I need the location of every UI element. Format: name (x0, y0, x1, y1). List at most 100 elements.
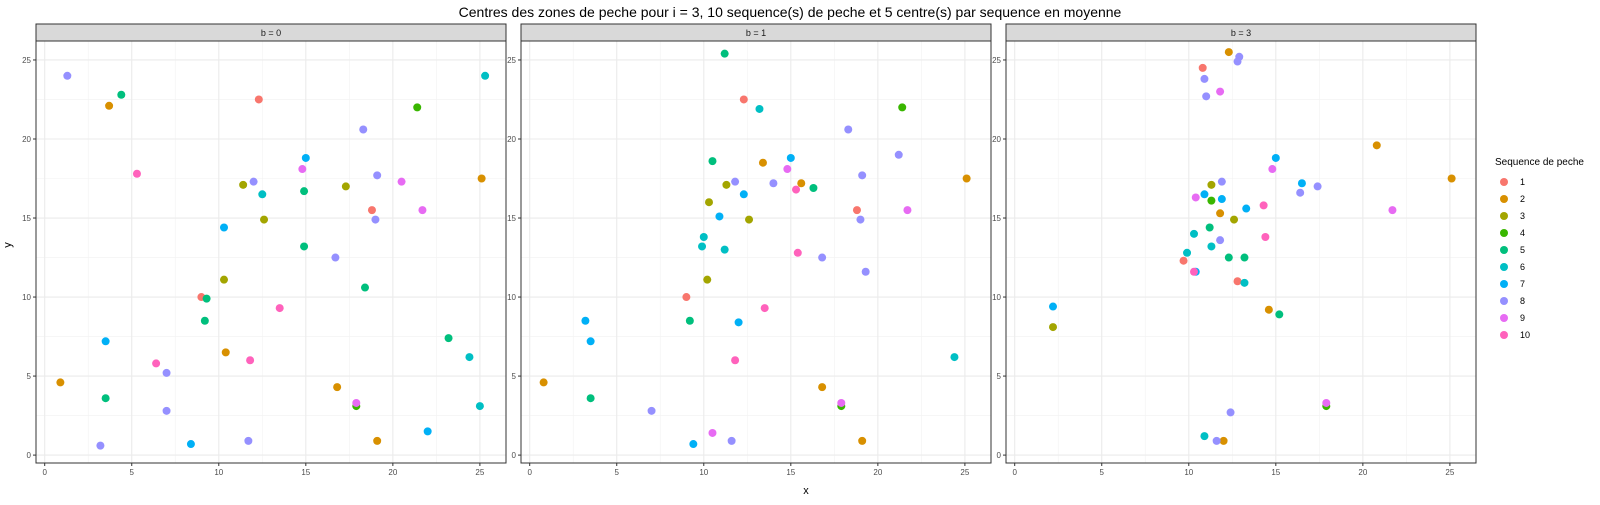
data-point-seq-2 (1219, 436, 1228, 445)
data-point-seq-2 (105, 101, 114, 110)
data-point-seq-5 (200, 316, 209, 325)
data-point-seq-7 (220, 223, 228, 232)
data-point-seq-7 (1297, 179, 1306, 188)
data-point-seq-2 (1224, 48, 1233, 57)
data-point-seq-7 (1217, 195, 1226, 204)
data-point-seq-5 (720, 49, 729, 58)
data-point-seq-8 (1233, 57, 1242, 66)
data-point-seq-2 (333, 383, 342, 392)
data-point-seq-1 (254, 95, 263, 104)
chart-title: Centres des zones de peche pour i = 3, 1… (459, 4, 1122, 20)
x-tick-label: 5 (130, 468, 135, 477)
legend-label: 3 (1520, 211, 1525, 221)
data-points (1049, 48, 1456, 445)
data-point-seq-10 (731, 356, 740, 365)
data-point-seq-8 (844, 125, 853, 134)
data-point-seq-5 (300, 242, 309, 251)
data-point-seq-2 (962, 174, 971, 183)
plot-area (521, 41, 991, 463)
y-tick-label: 10 (992, 293, 1001, 302)
data-point-seq-6 (1190, 229, 1198, 238)
data-point-seq-6 (698, 242, 707, 251)
legend-item-5: 5 (1500, 245, 1525, 255)
panel-border (35, 40, 507, 464)
data-point-seq-3 (703, 275, 712, 284)
data-point-seq-5 (117, 90, 126, 99)
data-point-seq-2 (1264, 305, 1273, 314)
x-tick-label: 5 (615, 468, 620, 477)
data-point-seq-8 (373, 171, 382, 180)
data-point-seq-2 (1372, 141, 1381, 150)
data-point-seq-7 (301, 153, 310, 162)
data-point-seq-8 (1216, 236, 1225, 245)
y-tick-label: 25 (507, 56, 516, 65)
legend-item-1: 1 (1500, 177, 1525, 187)
legend-key (1500, 280, 1508, 288)
data-point-seq-3 (1049, 323, 1057, 332)
data-point-seq-7 (186, 440, 195, 449)
data-point-seq-8 (894, 150, 903, 159)
data-point-seq-8 (731, 177, 740, 186)
panel-border (520, 40, 992, 464)
data-point-seq-2 (858, 436, 867, 445)
data-point-seq-6 (481, 71, 490, 80)
data-point-seq-10 (132, 169, 141, 178)
data-point-seq-6 (755, 104, 764, 113)
gridlines (521, 41, 991, 463)
gridlines (36, 41, 506, 463)
data-point-seq-2 (373, 436, 382, 445)
data-point-seq-1 (1179, 256, 1188, 265)
data-point-seq-7 (1049, 302, 1057, 311)
data-point-seq-8 (244, 436, 253, 445)
data-point-seq-2 (539, 378, 548, 387)
data-point-seq-4 (413, 103, 422, 112)
legend: Sequence de peche 1 2 3 4 5 6 7 8 9 10 (1495, 157, 1584, 340)
data-point-seq-10 (275, 304, 284, 313)
data-point-seq-9 (352, 398, 361, 407)
data-point-seq-6 (950, 353, 959, 362)
data-point-seq-1 (739, 95, 748, 104)
x-tick-label: 5 (1100, 468, 1105, 477)
x-tick-label: 15 (786, 468, 795, 477)
y-tick-label: 5 (512, 372, 517, 381)
data-point-seq-7 (1271, 153, 1280, 162)
data-point-seq-2 (1447, 174, 1456, 183)
data-point-seq-2 (221, 348, 230, 357)
data-point-seq-5 (586, 394, 595, 403)
legend-key (1500, 178, 1508, 186)
data-point-seq-10 (1259, 201, 1268, 210)
panels-layer: b = 0 0 5 10 15 20 25 0 5 10 15 20 25 b = 1 0 5 10 15 20 25… (22, 23, 1477, 477)
data-point-seq-6 (475, 402, 484, 411)
data-point-seq-1 (852, 206, 861, 215)
data-point-seq-7 (786, 153, 795, 162)
data-point-seq-1 (1198, 63, 1207, 72)
data-point-seq-3 (745, 215, 754, 224)
legend-key (1500, 314, 1508, 322)
data-point-seq-8 (331, 253, 340, 262)
x-tick-label: 20 (388, 468, 397, 477)
legend-key (1500, 331, 1508, 339)
data-point-seq-9 (903, 206, 912, 215)
data-point-seq-10 (246, 356, 255, 365)
data-point-seq-5 (101, 394, 110, 403)
data-point-seq-3 (260, 215, 269, 224)
legend-label: 6 (1520, 262, 1525, 272)
x-tick-label: 25 (1445, 468, 1454, 477)
data-point-seq-6 (720, 245, 729, 254)
data-point-seq-9 (783, 165, 792, 174)
data-point-seq-9 (397, 177, 406, 186)
data-point-seq-5 (444, 334, 453, 343)
data-point-seq-8 (1313, 182, 1322, 191)
data-point-seq-7 (1200, 190, 1209, 199)
y-tick-label: 20 (507, 135, 516, 144)
data-point-seq-2 (797, 179, 806, 188)
data-point-seq-3 (705, 198, 713, 207)
data-point-seq-5 (809, 183, 818, 192)
data-point-seq-6 (1200, 432, 1209, 441)
data-point-seq-9 (418, 206, 427, 215)
y-tick-label: 20 (992, 135, 1001, 144)
data-point-seq-3 (722, 180, 731, 189)
data-point-seq-9 (1191, 193, 1200, 202)
